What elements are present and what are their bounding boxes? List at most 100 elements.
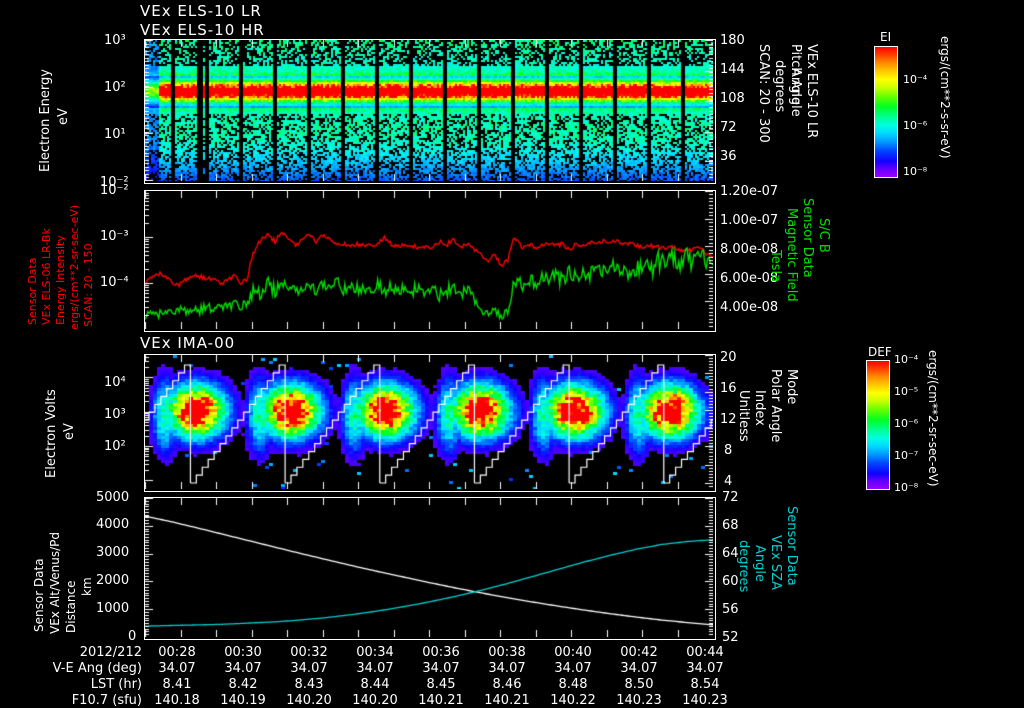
table-cell-time-7: 00:42 bbox=[620, 645, 658, 660]
panel4-y2tick-5: 52 bbox=[722, 630, 739, 645]
panel1-ytick-3: 10⁻² bbox=[100, 175, 129, 190]
panel4-right-label-c: Angle bbox=[752, 545, 767, 582]
table-cell-lst-4: 8.45 bbox=[426, 677, 456, 692]
panel4-left-label-a: Sensor Data bbox=[32, 558, 46, 632]
table-cell-time-0: 00:28 bbox=[158, 645, 196, 660]
panel2-right-label-b: S/C B bbox=[816, 218, 831, 253]
panel1-colorbar-unit: ergs/(cm**2-s-sr-eV) bbox=[938, 36, 952, 159]
table-cell-ve_ang-3: 34.07 bbox=[356, 661, 394, 676]
table-cell-ve_ang-1: 34.07 bbox=[224, 661, 262, 676]
panel4-ytick-2: 3000 bbox=[96, 545, 130, 560]
panel2-right-label-c: Magnetic Field bbox=[784, 208, 799, 302]
table-cell-f107-2: 140.20 bbox=[286, 693, 332, 708]
panel4-ytick-4: 1000 bbox=[96, 601, 130, 616]
panel2-left-label-e: SCAN: 20 - 150 bbox=[82, 243, 95, 327]
panel4-right-label-d: degrees bbox=[736, 540, 751, 593]
panel4-ytick-1: 4000 bbox=[96, 517, 130, 532]
table-cell-lst-1: 8.42 bbox=[228, 677, 258, 692]
panel4-right-label-b: VEx SZA bbox=[768, 535, 783, 590]
panel4-y2tick-4: 56 bbox=[722, 602, 739, 617]
table-cell-ve_ang-2: 34.07 bbox=[290, 661, 328, 676]
panel3-spectrogram[interactable] bbox=[144, 354, 716, 492]
table-cell-f107-7: 140.23 bbox=[616, 693, 662, 708]
table-cell-lst-3: 8.44 bbox=[360, 677, 390, 692]
panel1-title-hr: VEx ELS-10 HR bbox=[140, 21, 265, 39]
panel3-y2tick-1: 16 bbox=[720, 381, 737, 396]
panel2-ytick-1: 10⁻³ bbox=[100, 229, 129, 244]
panel4-ytick-5: 0 bbox=[128, 629, 137, 644]
table-cell-ve_ang-5: 34.07 bbox=[488, 661, 526, 676]
table-cell-f107-3: 140.20 bbox=[352, 693, 398, 708]
table-cell-time-6: 00:40 bbox=[554, 645, 592, 660]
panel3-title: VEx IMA-00 bbox=[140, 334, 236, 352]
table-cell-ve_ang-6: 34.07 bbox=[554, 661, 592, 676]
panel3-right-label-d: Unitless bbox=[736, 390, 751, 442]
panel1-title-lr: VEx ELS-10 LR bbox=[140, 2, 262, 20]
panel3-ytick-0: 10⁴ bbox=[104, 375, 126, 390]
panel2-timeseries[interactable] bbox=[144, 190, 716, 332]
panel1-y2tick-2: 108 bbox=[720, 91, 745, 106]
table-row-label-0: 2012/212 bbox=[79, 645, 142, 660]
table-cell-time-5: 00:38 bbox=[488, 645, 526, 660]
panel1-y2tick-3: 72 bbox=[720, 120, 737, 135]
table-cell-ve_ang-0: 34.07 bbox=[158, 661, 196, 676]
panel1-y2tick-4: 36 bbox=[720, 149, 737, 164]
table-cell-ve_ang-7: 34.07 bbox=[620, 661, 658, 676]
panel4-y2tick-2: 64 bbox=[722, 546, 739, 561]
panel1-right-title-b: VEx ELS-10 LR bbox=[804, 44, 819, 139]
panel3-right-label-b: Polar Angle bbox=[768, 369, 783, 443]
panel1-colorbar-tick-1: 10⁻⁶ bbox=[903, 119, 928, 132]
panel1-ytick-1: 10² bbox=[104, 80, 126, 95]
panel3-colorbar-unit: ergs/(cm**2-sr-sec-eV) bbox=[926, 350, 940, 487]
table-cell-f107-6: 140.22 bbox=[550, 693, 596, 708]
panel3-ytick-1: 10³ bbox=[104, 407, 126, 422]
panel3-right-label-a: Mode bbox=[784, 369, 799, 405]
table-row-label-2: LST (hr) bbox=[90, 677, 142, 692]
panel1-spectrogram[interactable] bbox=[144, 39, 716, 184]
table-cell-f107-5: 140.21 bbox=[484, 693, 530, 708]
table-cell-time-8: 00:44 bbox=[686, 645, 724, 660]
panel3-colorbar-tick-2: 10⁻⁶ bbox=[894, 417, 919, 430]
panel1-angle-label: Angle bbox=[788, 68, 803, 105]
panel2-ytick-2: 10⁻⁴ bbox=[100, 275, 129, 290]
panel2-left-label-a: Sensor Data bbox=[26, 257, 39, 325]
table-cell-ve_ang-4: 34.07 bbox=[422, 661, 460, 676]
panel2-y2tick-0: 1.20e-07 bbox=[720, 184, 779, 199]
panel3-y2tick-2: 12 bbox=[720, 412, 737, 427]
table-cell-lst-7: 8.50 bbox=[624, 677, 654, 692]
panel1-ytick-0: 10³ bbox=[104, 33, 126, 48]
panel3-colorbar-tick-1: 10⁻⁵ bbox=[894, 385, 919, 398]
table-cell-time-4: 00:36 bbox=[422, 645, 460, 660]
panel1-colorbar-tick-0: 10⁻⁴ bbox=[903, 73, 928, 86]
panel1-ylabel: Electron Energy bbox=[38, 69, 53, 172]
table-cell-time-3: 00:34 bbox=[356, 645, 394, 660]
panel4-y2tick-3: 60 bbox=[722, 574, 739, 589]
panel1-y2tick-1: 144 bbox=[720, 62, 745, 77]
panel2-y2tick-4: 4.00e-08 bbox=[720, 300, 779, 315]
panel4-left-label-c: Distance bbox=[64, 580, 78, 633]
panel1-colorbar[interactable] bbox=[874, 46, 898, 178]
panel3-y2tick-3: 8 bbox=[724, 443, 733, 458]
table-cell-lst-8: 8.54 bbox=[690, 677, 720, 692]
panel2-left-label-d: ergs/(cm**2-sr-sec-eV) bbox=[68, 204, 81, 330]
panel4-right-label-a: Sensor Data bbox=[784, 506, 799, 586]
panel3-colorbar[interactable] bbox=[866, 360, 890, 490]
table-cell-lst-6: 8.48 bbox=[558, 677, 588, 692]
table-cell-lst-2: 8.43 bbox=[294, 677, 324, 692]
panel3-ytick-2: 10² bbox=[104, 439, 126, 454]
panel3-colorbar-tick-0: 10⁻⁴ bbox=[894, 353, 919, 366]
table-row-label-1: V-E Ang (deg) bbox=[52, 661, 142, 676]
panel4-ytick-3: 2000 bbox=[96, 573, 130, 588]
table-cell-ve_ang-8: 34.07 bbox=[686, 661, 724, 676]
panel1-yunit: eV bbox=[56, 108, 71, 125]
panel2-ytick-0: 10⁻² bbox=[100, 183, 129, 198]
panel2-y2tick-3: 6.00e-08 bbox=[720, 271, 779, 286]
panel4-ytick-0: 5000 bbox=[96, 490, 130, 505]
panel2-left-label-c: Energy Intensity bbox=[54, 235, 67, 325]
table-cell-lst-0: 8.41 bbox=[162, 677, 192, 692]
panel3-right-label-c: Index bbox=[752, 390, 767, 426]
table-cell-time-1: 00:30 bbox=[224, 645, 262, 660]
panel4-timeseries[interactable] bbox=[144, 497, 716, 640]
panel4-y2tick-1: 68 bbox=[722, 518, 739, 533]
panel1-y2tick-0: 180 bbox=[720, 33, 745, 48]
